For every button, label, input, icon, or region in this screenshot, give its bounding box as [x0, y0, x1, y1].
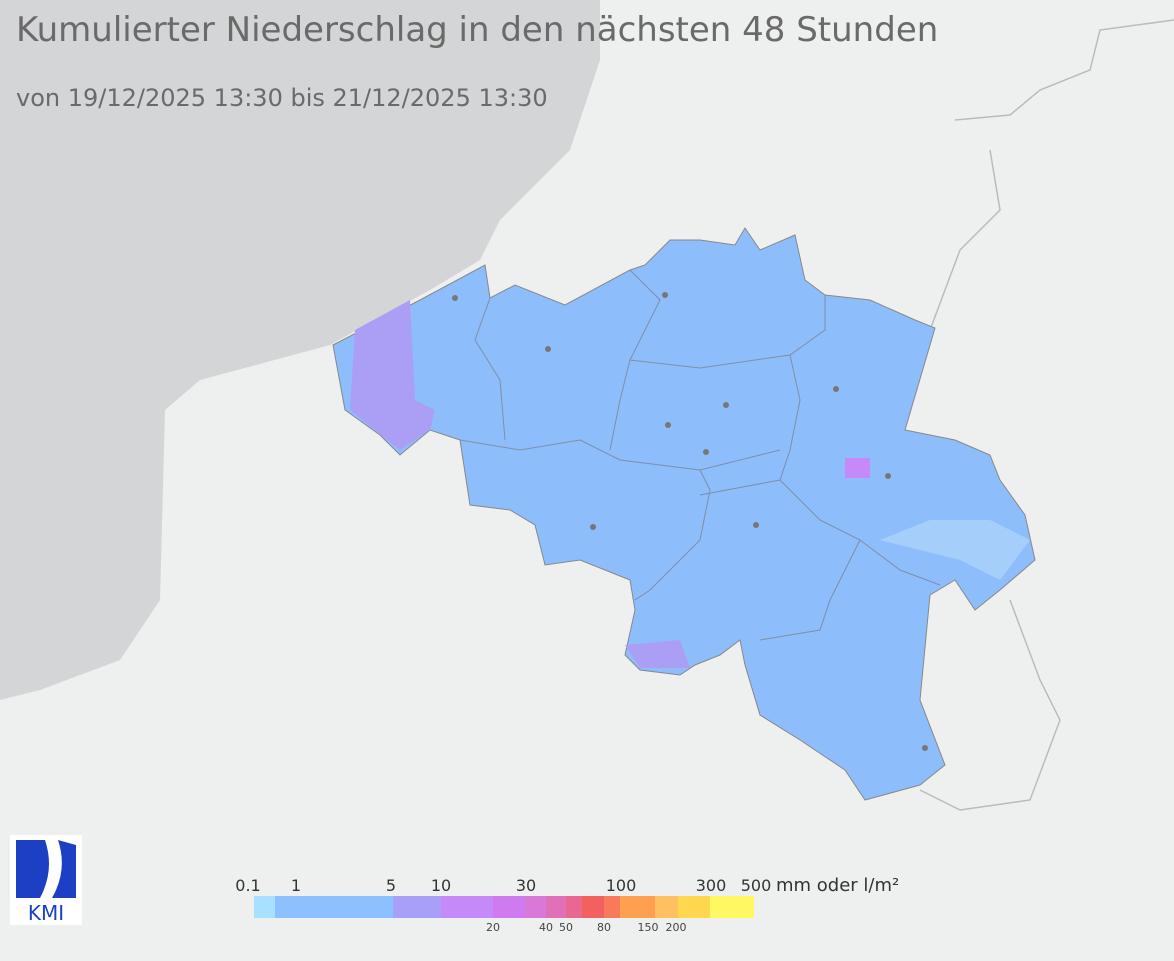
legend-label: 10: [431, 876, 451, 895]
legend: 0.1 1 5 10 30 100 300 500 20 40 50 80 150 200: [235, 876, 771, 934]
legend-sublabel: 40: [539, 921, 553, 934]
legend-label: 0.1: [235, 876, 260, 895]
legend-sublabel: 20: [486, 921, 500, 934]
legend-swatch: [710, 896, 754, 918]
legend-sublabel: 50: [559, 921, 573, 934]
legend-sublabel: 80: [597, 921, 611, 934]
precipitation-patch: [880, 520, 1030, 580]
logo-shape: [16, 840, 76, 898]
legend-swatch: [254, 896, 275, 918]
legend-swatch: [393, 896, 441, 918]
precipitation-patch: [350, 300, 435, 450]
precipitation-patch: [625, 640, 690, 668]
legend-label: 5: [386, 876, 396, 895]
legend-swatch: [582, 896, 604, 918]
legend-swatch: [275, 896, 393, 918]
legend-sublabel: 200: [666, 921, 687, 934]
legend-label: 500: [741, 876, 772, 895]
legend-swatch: [546, 896, 566, 918]
legend-unit: mm oder l/m²: [776, 875, 899, 896]
legend-sublabel: 150: [638, 921, 659, 934]
cities: [452, 292, 928, 751]
legend-label: 1: [291, 876, 301, 895]
legend-label: 30: [516, 876, 536, 895]
legend-label: 300: [696, 876, 727, 895]
legend-swatch: [678, 896, 710, 918]
legend-swatch: [525, 896, 546, 918]
legend-swatch: [655, 896, 678, 918]
precipitation-patch: [845, 458, 870, 478]
subtitle: von 19/12/2025 13:30 bis 21/12/2025 13:3…: [16, 84, 548, 112]
legend-swatch: [604, 896, 620, 918]
legend-swatch: [566, 896, 582, 918]
legend-swatch: [493, 896, 525, 918]
belgium-precipitation: [332, 227, 1036, 801]
legend-label: 100: [606, 876, 637, 895]
legend-swatch: [620, 896, 655, 918]
sea: [0, 0, 600, 700]
province-borders: [459, 269, 941, 641]
logo-text: KMI: [28, 901, 64, 925]
border-lines: [919, 19, 1174, 811]
title: Kumulierter Niederschlag in den nächsten…: [16, 10, 938, 50]
legend-swatch: [441, 896, 493, 918]
